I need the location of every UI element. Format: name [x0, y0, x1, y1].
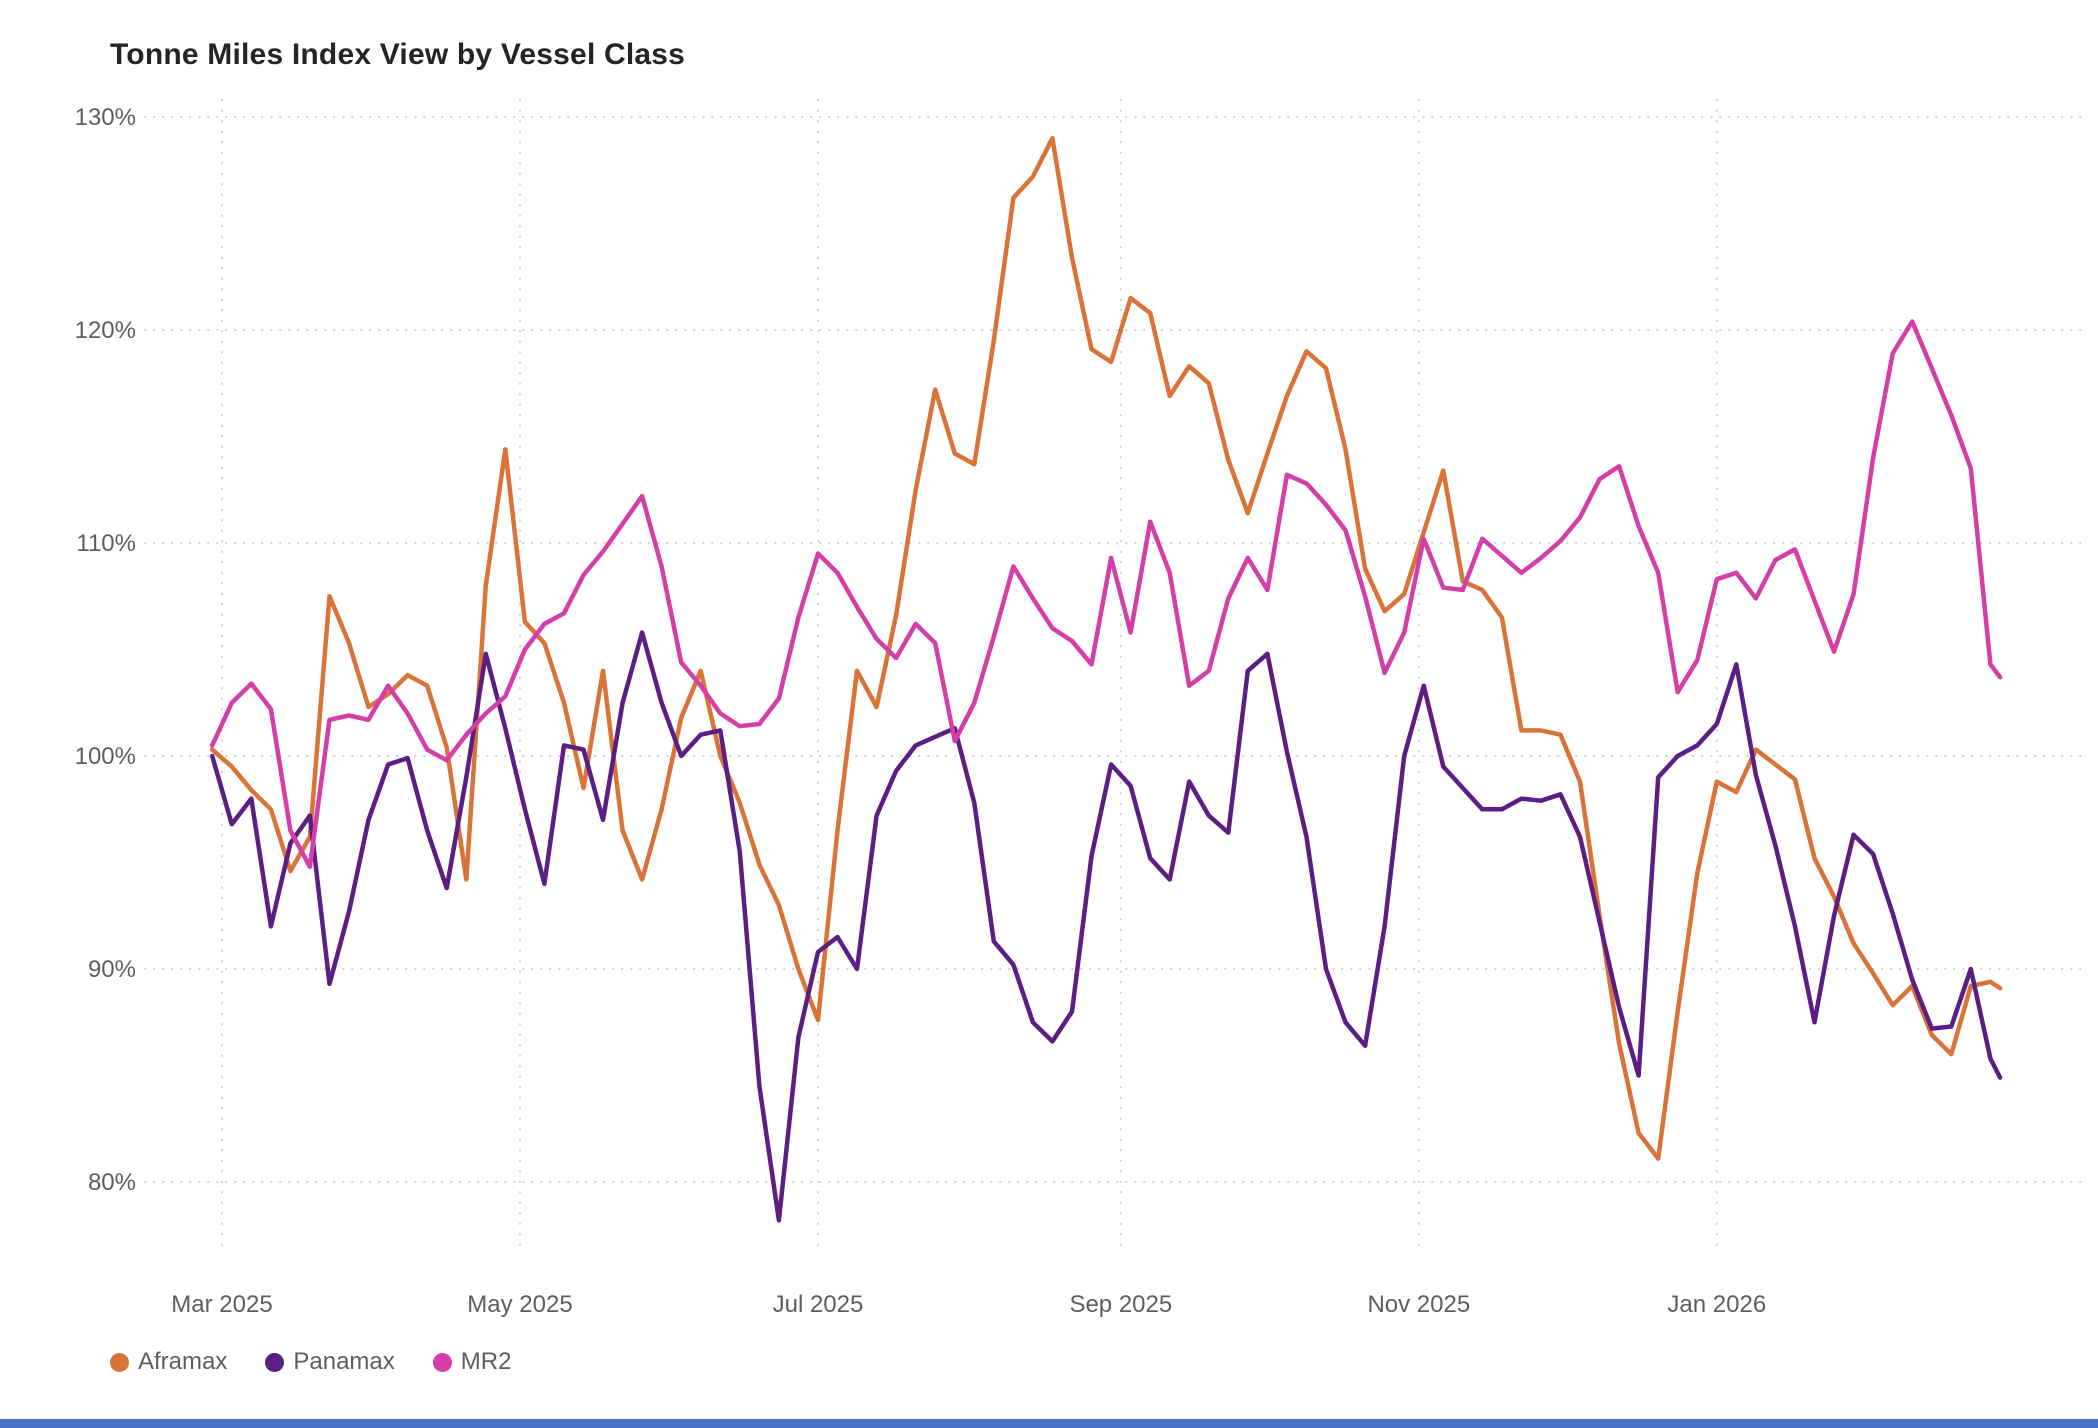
legend-label: Aframax: [138, 1348, 228, 1375]
aframax-legend-dot-icon: [110, 1352, 129, 1372]
legend-label: Panamax: [293, 1348, 395, 1375]
series-line-panamax[interactable]: [209, 630, 2003, 1223]
x-axis-tick-label: Jul 2025: [773, 1291, 864, 1318]
x-axis-tick-label: Jan 2026: [1667, 1291, 1766, 1318]
y-axis-tick-label: 110%: [76, 530, 136, 557]
legend-item-panamax[interactable]: Panamax: [265, 1348, 395, 1376]
panamax-legend-dot-icon: [265, 1352, 285, 1372]
chart-title: Tonne Miles Index View by Vessel Class: [110, 38, 686, 71]
legend-item-aframax[interactable]: Aframax: [110, 1348, 227, 1376]
y-axis-tick-label: 100%: [75, 743, 136, 770]
chart-legend: Aframax Panamax MR2: [110, 1348, 511, 1376]
legend-item-mr2[interactable]: MR2: [432, 1348, 512, 1376]
y-axis-tick-label: 90%: [88, 956, 136, 983]
mr2-legend-dot-icon: [432, 1352, 452, 1372]
series-line-mr2[interactable]: [209, 319, 2003, 870]
legend-label: MR2: [460, 1348, 512, 1375]
x-axis-tick-label: Mar 2025: [171, 1291, 272, 1318]
x-axis-tick-label: Sep 2025: [1069, 1291, 1172, 1318]
series-line-aframax[interactable]: [209, 136, 2003, 1161]
y-axis-tick-label: 130%: [75, 104, 136, 131]
bottom-accent-bar: [0, 1419, 2098, 1428]
x-axis-tick-label: May 2025: [467, 1291, 572, 1318]
y-axis-tick-label: 80%: [88, 1169, 136, 1196]
y-axis-tick-label: 120%: [75, 317, 136, 344]
x-axis-tick-label: Nov 2025: [1367, 1291, 1470, 1318]
